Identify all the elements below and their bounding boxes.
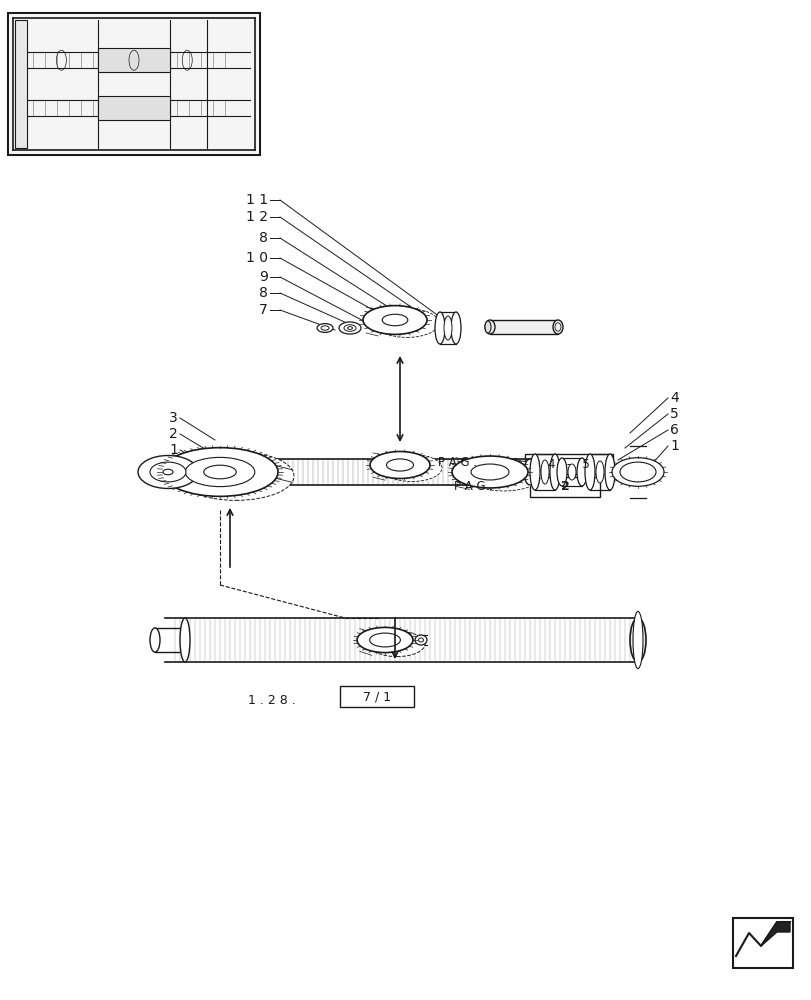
- Ellipse shape: [552, 320, 562, 334]
- Bar: [525, 454, 612, 474]
- Ellipse shape: [369, 633, 400, 647]
- Text: P A G .: P A G .: [453, 481, 492, 493]
- Bar: [340, 686, 414, 707]
- Ellipse shape: [178, 452, 294, 500]
- Text: 2: 2: [169, 427, 178, 441]
- Ellipse shape: [150, 628, 160, 652]
- Ellipse shape: [418, 638, 423, 642]
- Ellipse shape: [444, 316, 452, 340]
- Ellipse shape: [620, 462, 655, 482]
- Text: P A G .: P A G .: [437, 456, 477, 470]
- Text: 7: 7: [259, 303, 268, 317]
- Ellipse shape: [414, 635, 427, 645]
- Text: 3: 3: [169, 411, 178, 425]
- Ellipse shape: [204, 465, 236, 479]
- Ellipse shape: [452, 456, 527, 488]
- Text: 4   -   5: 4 - 5: [547, 458, 589, 471]
- Ellipse shape: [382, 314, 407, 326]
- Text: 1: 1: [669, 439, 678, 453]
- Ellipse shape: [484, 320, 495, 334]
- Ellipse shape: [338, 322, 361, 334]
- Ellipse shape: [224, 459, 236, 485]
- Ellipse shape: [357, 627, 413, 653]
- Ellipse shape: [185, 457, 255, 487]
- Ellipse shape: [604, 454, 614, 490]
- Ellipse shape: [633, 611, 642, 669]
- Ellipse shape: [363, 306, 427, 334]
- Ellipse shape: [162, 448, 277, 496]
- Ellipse shape: [611, 458, 663, 486]
- Ellipse shape: [470, 464, 508, 480]
- Bar: [15, 20, 27, 148]
- Ellipse shape: [163, 469, 173, 475]
- Ellipse shape: [138, 456, 198, 488]
- Bar: [489, 320, 557, 334]
- Ellipse shape: [375, 309, 439, 337]
- Ellipse shape: [629, 618, 646, 662]
- Ellipse shape: [150, 462, 186, 482]
- Ellipse shape: [381, 454, 441, 482]
- Bar: [8, 13, 260, 155]
- Ellipse shape: [344, 325, 355, 331]
- Ellipse shape: [450, 312, 461, 344]
- Ellipse shape: [370, 452, 430, 479]
- Text: 1 . 2 8 .: 1 . 2 8 .: [247, 694, 295, 706]
- Text: 1 0: 1 0: [246, 251, 268, 265]
- Text: 7 / 1: 7 / 1: [363, 690, 391, 703]
- Ellipse shape: [540, 460, 548, 484]
- Ellipse shape: [316, 324, 333, 332]
- Text: 6: 6: [669, 423, 678, 437]
- Ellipse shape: [180, 618, 190, 662]
- Ellipse shape: [368, 631, 424, 657]
- Ellipse shape: [435, 312, 444, 344]
- Text: 8: 8: [259, 231, 268, 245]
- Text: 4: 4: [669, 391, 678, 405]
- Ellipse shape: [466, 459, 541, 491]
- Ellipse shape: [595, 461, 603, 483]
- Bar: [97, 48, 170, 72]
- Text: 1 1: 1 1: [246, 193, 268, 207]
- Text: 2: 2: [560, 481, 569, 493]
- Ellipse shape: [530, 454, 539, 490]
- Bar: [97, 96, 170, 120]
- Polygon shape: [760, 922, 789, 946]
- Ellipse shape: [556, 458, 566, 486]
- Ellipse shape: [584, 454, 594, 490]
- Ellipse shape: [484, 321, 491, 333]
- Text: 5: 5: [669, 407, 678, 421]
- Ellipse shape: [577, 458, 586, 486]
- Bar: [10, 15, 258, 153]
- Text: 1 2: 1 2: [246, 210, 268, 224]
- Ellipse shape: [320, 326, 328, 330]
- Ellipse shape: [386, 459, 413, 471]
- Bar: [530, 477, 599, 497]
- Ellipse shape: [568, 464, 575, 480]
- Ellipse shape: [549, 454, 560, 490]
- Ellipse shape: [554, 323, 560, 331]
- Text: 8: 8: [259, 286, 268, 300]
- Text: 1: 1: [169, 443, 178, 457]
- Ellipse shape: [523, 459, 535, 485]
- Ellipse shape: [347, 327, 352, 329]
- Bar: [732, 918, 792, 968]
- Text: 9: 9: [259, 270, 268, 284]
